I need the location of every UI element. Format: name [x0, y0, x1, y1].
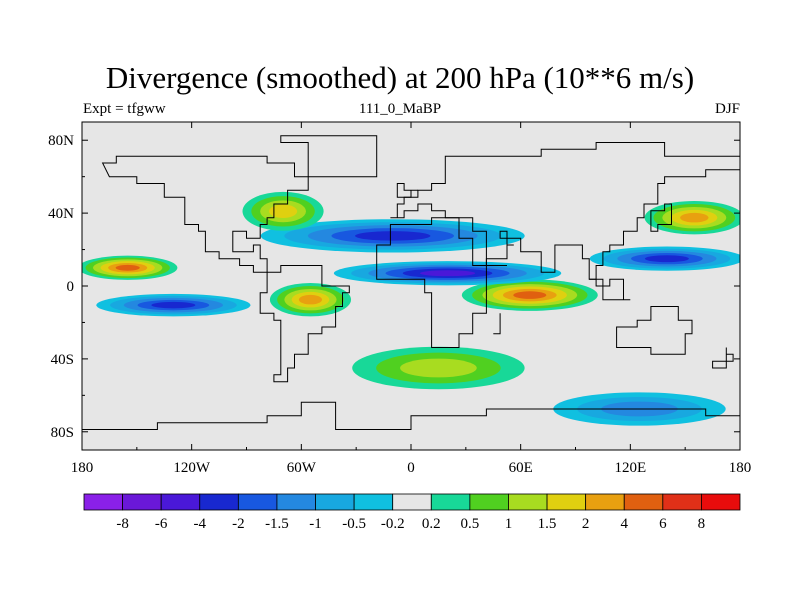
field-band — [420, 270, 476, 277]
colorbar-swatch — [315, 493, 355, 511]
colorbar-label: 1 — [505, 516, 513, 532]
coastline — [650, 203, 672, 232]
colorbar-label: 1.5 — [538, 516, 557, 532]
coastlines — [82, 135, 740, 450]
colorbar-label: -0.2 — [381, 516, 405, 532]
colorbar-label: -8 — [116, 516, 129, 532]
field-band — [151, 301, 196, 309]
colorbar-label: 0.5 — [461, 516, 480, 532]
experiment-label: Expt = tfgww — [83, 101, 166, 117]
colorbar-label: 8 — [698, 516, 706, 532]
x-tick-label: 120E — [614, 460, 646, 476]
x-tick-label: 0 — [407, 460, 415, 476]
axes: 180 120W 60W 0 60E 120E 180 80N 40N 0 40S 80S — [48, 122, 751, 476]
field-band — [298, 294, 323, 305]
colorbar-swatch — [199, 493, 239, 511]
chart-title: Divergence (smoothed) at 200 hPa (10**6 … — [105, 60, 695, 95]
colorbar: -8 -6 -4 -2 -1.5 -1 -0.5 -0.2 0.2 0.5 1 1.5 2 4 6 8 — [83, 493, 741, 532]
colorbar-label: 2 — [582, 516, 590, 532]
coastline — [589, 278, 631, 301]
x-tick-label: 180 — [729, 460, 752, 476]
coastline — [259, 265, 350, 383]
colorbar-swatch — [508, 493, 548, 511]
coastline — [712, 347, 734, 369]
colorbar-label: 6 — [659, 516, 667, 532]
field-band — [115, 264, 140, 271]
colorbar-swatch — [353, 493, 394, 511]
colorbar-swatch — [122, 493, 162, 511]
coastline — [376, 217, 507, 348]
coastline — [82, 401, 740, 450]
x-tick-label: 180 — [71, 460, 94, 476]
colorbar-swatch — [83, 493, 123, 511]
x-tick-label: 60W — [287, 460, 317, 476]
field-band — [680, 212, 709, 223]
coastline — [101, 155, 309, 273]
colorbar-swatch — [623, 493, 664, 511]
y-tick-label: 0 — [67, 279, 75, 295]
colorbar-swatch — [585, 493, 625, 511]
coastline — [396, 183, 418, 198]
colorbar-swatch — [392, 493, 432, 511]
field-band — [400, 358, 477, 378]
coastline — [390, 142, 740, 280]
field-band — [268, 204, 298, 219]
colorbar-swatch — [276, 493, 316, 511]
coastline — [493, 313, 501, 335]
y-tick-label: 40N — [48, 206, 74, 222]
colorbar-label: 4 — [620, 516, 628, 532]
colorbar-swatch — [662, 493, 702, 511]
y-tick-label: 40S — [51, 352, 74, 368]
season-label: DJF — [714, 101, 740, 117]
colorbar-label: -4 — [194, 516, 207, 532]
colorbar-label: -0.5 — [342, 516, 366, 532]
x-tick-label: 60E — [509, 460, 533, 476]
colorbar-label: -2 — [232, 516, 245, 532]
coastline — [616, 306, 693, 355]
colorbar-label: -1 — [309, 516, 322, 532]
colorbar-swatch — [546, 493, 587, 511]
colorbar-swatch — [469, 493, 509, 511]
field-band — [355, 231, 431, 241]
colorbar-label: 0.2 — [422, 516, 441, 532]
coastline — [280, 135, 378, 178]
colorbar-swatch — [160, 493, 201, 511]
y-tick-label: 80S — [51, 425, 74, 441]
field-band — [513, 291, 547, 299]
colorbar-swatch — [430, 493, 471, 511]
colorbar-swatch — [237, 493, 278, 511]
period-label: 111_0_MaBP — [358, 101, 442, 117]
y-tick-label: 80N — [48, 133, 74, 149]
colorbar-label: -1.5 — [265, 516, 289, 532]
x-tick-label: 120W — [173, 460, 211, 476]
colorbar-label: -6 — [155, 516, 168, 532]
field-band — [644, 255, 689, 263]
colorbar-swatch — [701, 493, 741, 511]
